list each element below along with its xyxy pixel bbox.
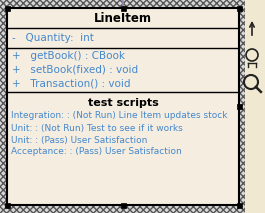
- Bar: [7, 8, 239, 205]
- Text: +   getBook() : CBook: + getBook() : CBook: [12, 51, 125, 61]
- Bar: [236, 104, 241, 109]
- Text: LineItem: LineItem: [94, 12, 152, 24]
- Text: +   setBook(fixed) : void: + setBook(fixed) : void: [12, 65, 138, 75]
- Bar: [121, 6, 126, 10]
- Text: test scripts: test scripts: [88, 98, 158, 108]
- Text: Unit: : (Not Run) Test to see if it works: Unit: : (Not Run) Test to see if it work…: [11, 124, 183, 132]
- Text: Acceptance: : (Pass) User Satisfaction: Acceptance: : (Pass) User Satisfaction: [11, 147, 182, 157]
- Text: +   Transaction() : void: + Transaction() : void: [12, 79, 130, 89]
- Bar: [5, 6, 10, 10]
- Bar: [5, 203, 10, 207]
- Text: Integration: : (Not Run) Line Item updates stock: Integration: : (Not Run) Line Item updat…: [11, 111, 227, 121]
- Text: -   Quantity:  int: - Quantity: int: [12, 33, 94, 43]
- Bar: [236, 6, 241, 10]
- Bar: [121, 203, 126, 207]
- Bar: [236, 203, 241, 207]
- Text: Unit: : (Pass) User Satisfaction: Unit: : (Pass) User Satisfaction: [11, 135, 147, 144]
